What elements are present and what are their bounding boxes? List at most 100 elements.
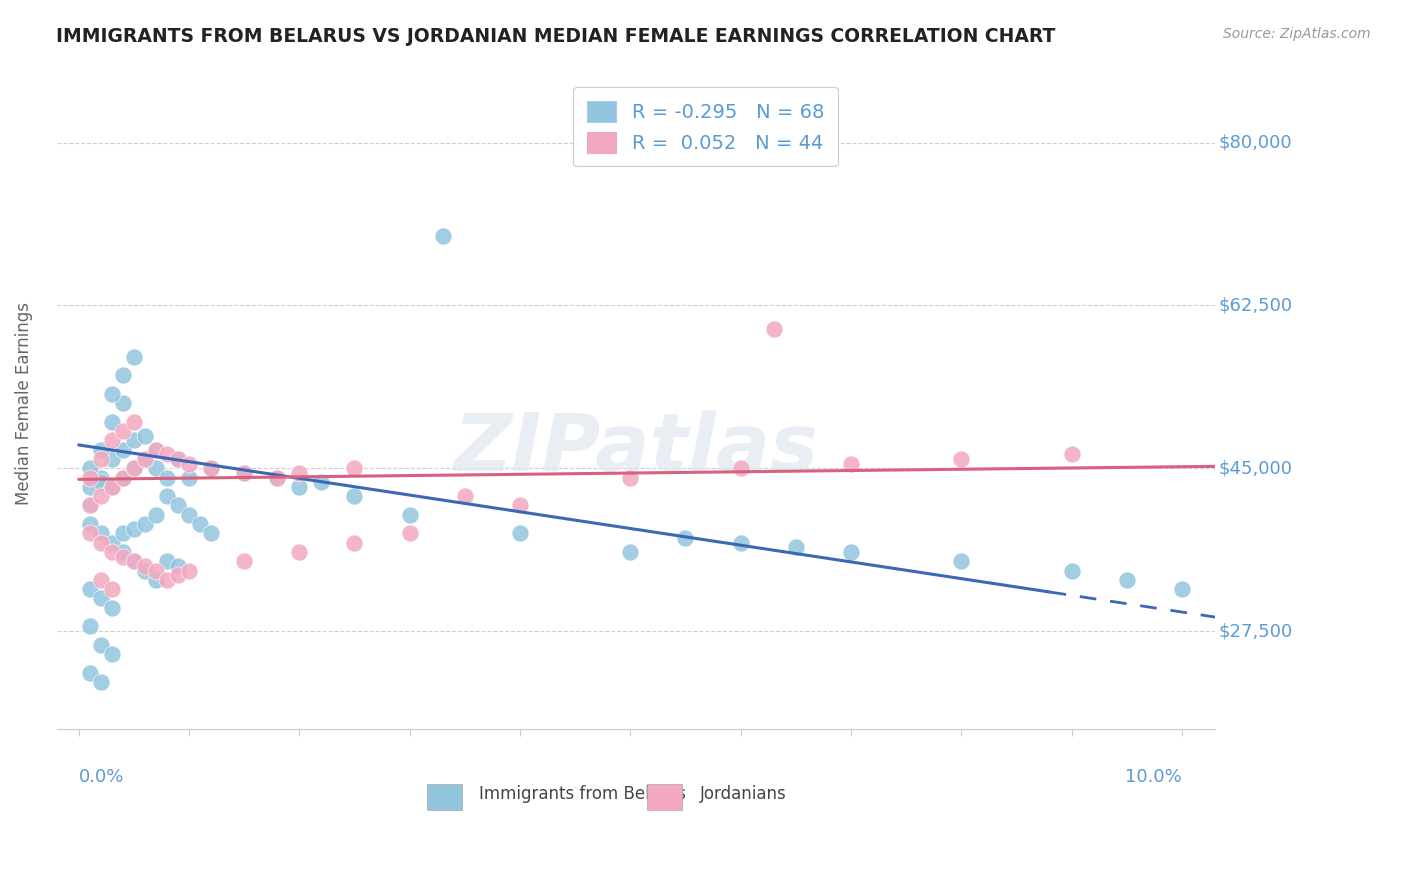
Point: [90, 475, 112, 490]
Text: $27,500: $27,500: [1219, 622, 1292, 640]
Point: [145, 564, 167, 578]
Point: [167, 558, 190, 573]
Point: [100, 545, 122, 559]
Point: [839, 545, 862, 559]
Point: [134, 451, 156, 466]
Text: 0.0%: 0.0%: [79, 768, 124, 786]
Point: [79, 582, 101, 596]
Point: [111, 470, 134, 484]
Point: [90, 535, 112, 549]
Point: [111, 424, 134, 438]
Point: [785, 541, 807, 555]
Text: Immigrants from Belarus: Immigrants from Belarus: [479, 785, 686, 803]
Point: [79, 516, 101, 531]
Point: [145, 508, 167, 522]
Point: [311, 475, 333, 490]
FancyBboxPatch shape: [427, 784, 463, 810]
Point: [1060, 564, 1083, 578]
Point: [167, 451, 190, 466]
Text: ZIPatlas: ZIPatlas: [453, 409, 818, 488]
Point: [134, 451, 156, 466]
Point: [90, 489, 112, 503]
Point: [145, 442, 167, 457]
Point: [100, 451, 122, 466]
Point: [156, 447, 179, 461]
Point: [1171, 582, 1194, 596]
Point: [145, 573, 167, 587]
Point: [1060, 447, 1083, 461]
Point: [343, 535, 366, 549]
Point: [619, 545, 641, 559]
Point: [177, 508, 200, 522]
Point: [1115, 573, 1137, 587]
Text: $45,000: $45,000: [1219, 459, 1292, 477]
Point: [100, 434, 122, 448]
Point: [90, 573, 112, 587]
Point: [100, 480, 122, 494]
Point: [90, 470, 112, 484]
Point: [432, 228, 454, 243]
Point: [177, 564, 200, 578]
Text: IMMIGRANTS FROM BELARUS VS JORDANIAN MEDIAN FEMALE EARNINGS CORRELATION CHART: IMMIGRANTS FROM BELARUS VS JORDANIAN MED…: [56, 27, 1056, 45]
Point: [122, 522, 145, 536]
Point: [266, 470, 288, 484]
Point: [90, 638, 112, 652]
Point: [730, 535, 752, 549]
Point: [79, 499, 101, 513]
Point: [122, 461, 145, 475]
Point: [266, 470, 288, 484]
Point: [288, 480, 311, 494]
Point: [145, 461, 167, 475]
Point: [509, 499, 531, 513]
Point: [111, 396, 134, 410]
Point: [90, 675, 112, 690]
Point: [100, 647, 122, 661]
Point: [90, 591, 112, 606]
Point: [111, 549, 134, 564]
Point: [79, 480, 101, 494]
Point: [100, 600, 122, 615]
Point: [454, 489, 477, 503]
Point: [111, 368, 134, 383]
Point: [100, 582, 122, 596]
Point: [100, 415, 122, 429]
Text: Jordanians: Jordanians: [700, 785, 786, 803]
Point: [288, 545, 311, 559]
Point: [730, 461, 752, 475]
Point: [134, 558, 156, 573]
Point: [122, 554, 145, 568]
Point: [950, 554, 973, 568]
Point: [111, 470, 134, 484]
Point: [156, 573, 179, 587]
Point: [509, 526, 531, 541]
Point: [122, 415, 145, 429]
Point: [90, 526, 112, 541]
Point: [167, 568, 190, 582]
Point: [233, 466, 256, 480]
Y-axis label: Median Female Earnings: Median Female Earnings: [15, 301, 32, 505]
Point: [79, 619, 101, 633]
Point: [343, 461, 366, 475]
Point: [675, 531, 697, 545]
Point: [100, 386, 122, 401]
Point: [200, 526, 222, 541]
Point: [343, 489, 366, 503]
Point: [100, 535, 122, 549]
Point: [111, 442, 134, 457]
Point: [200, 461, 222, 475]
Text: Source: ZipAtlas.com: Source: ZipAtlas.com: [1223, 27, 1371, 41]
Text: $80,000: $80,000: [1219, 134, 1292, 152]
Text: 10.0%: 10.0%: [1125, 768, 1182, 786]
Point: [288, 466, 311, 480]
Point: [200, 461, 222, 475]
Point: [398, 508, 420, 522]
Point: [398, 526, 420, 541]
Point: [122, 461, 145, 475]
Point: [188, 516, 211, 531]
Point: [79, 499, 101, 513]
Point: [122, 434, 145, 448]
Point: [167, 451, 190, 466]
Point: [79, 470, 101, 484]
Point: [90, 451, 112, 466]
Point: [134, 564, 156, 578]
